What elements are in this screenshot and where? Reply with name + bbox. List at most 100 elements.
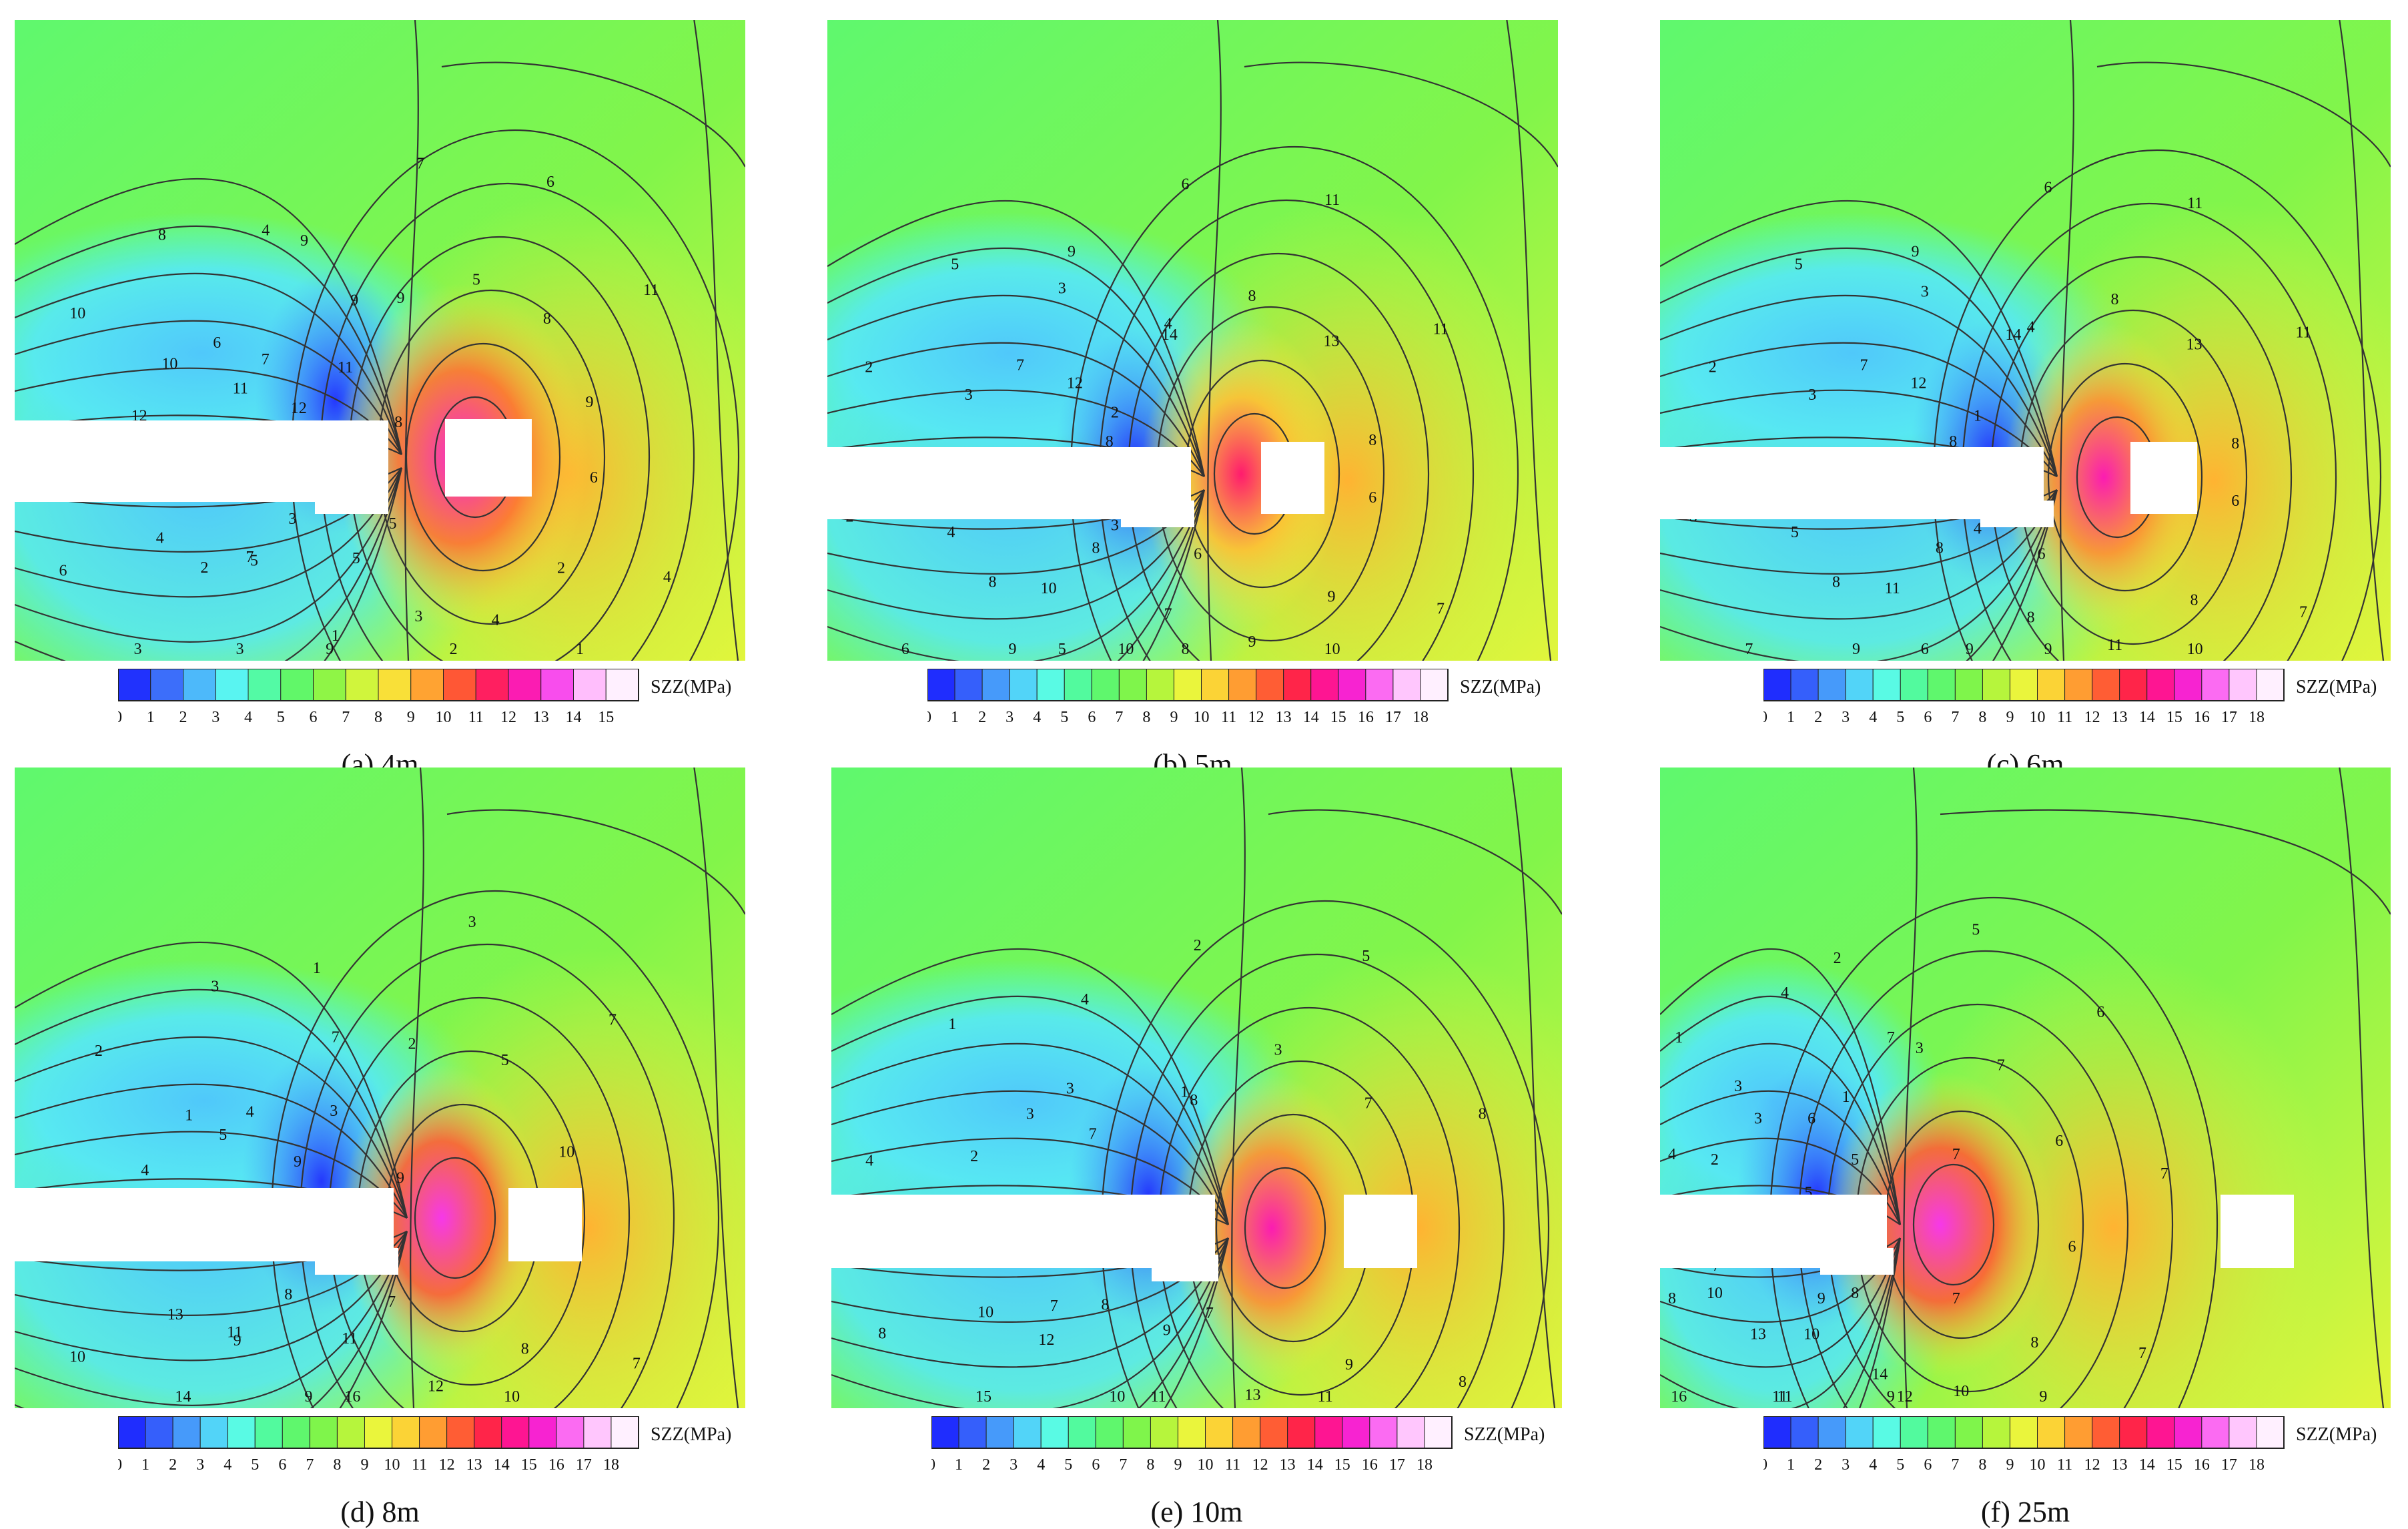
contour-label: 7 (1016, 357, 1024, 374)
colorbar-swatch (2037, 1416, 2066, 1449)
colorbar-tick-label: 7 (1951, 709, 1959, 726)
colorbar-swatch (392, 1416, 420, 1449)
contour-line (1842, 1237, 1902, 1408)
contour-label: 5 (472, 272, 480, 289)
colorbar-tick-label: 1 (1787, 1456, 1795, 1474)
colorbar-tick-label: 0 (927, 709, 931, 726)
colorbar-tick-label: 1 (141, 1456, 149, 1474)
adjacent-opening (1344, 1195, 1417, 1268)
colorbar-swatch (183, 669, 216, 701)
peak-stress-zone (342, 1064, 542, 1371)
contour-label: 10 (977, 1303, 993, 1321)
colorbar-swatch (501, 1416, 530, 1449)
contour-line (15, 320, 402, 455)
colorbar-tick-label: 8 (1978, 1456, 1986, 1474)
colorbar-swatch (1927, 1416, 1956, 1449)
contour-line (1966, 489, 2058, 661)
contour-label: 2 (865, 358, 873, 376)
contour-line (1660, 1090, 1902, 1225)
contour-label: 7 (332, 1028, 340, 1046)
colorbar-swatch (1954, 1416, 1983, 1449)
contour-label: 9 (1887, 1388, 1895, 1406)
colorbar-tick-label: 2 (1814, 709, 1822, 726)
panel-caption: (f) 25m (1980, 1496, 2070, 1528)
peak-stress-zone (1141, 320, 1341, 627)
colorbar-swatch (313, 669, 346, 701)
contour-label: 9 (586, 394, 594, 411)
colorbar-swatch (528, 1416, 557, 1449)
contour-label: 5 (1362, 948, 1370, 965)
contour-label: 4 (246, 1103, 254, 1121)
panel-caption: (d) 8m (340, 1496, 420, 1528)
contour-line (1207, 20, 1222, 661)
contour-line (15, 1231, 408, 1361)
contour-label: 6 (2096, 1004, 2104, 1021)
contour-line (1660, 995, 1902, 1225)
colorbar-tick-label: 2 (978, 709, 986, 726)
colorbar-variable-label: SZZ(MPa) (651, 677, 731, 697)
colorbar-swatch (981, 669, 1010, 701)
colorbar-swatch (1900, 669, 1928, 701)
colorbar-tick-label: 16 (548, 1456, 564, 1474)
contour-label: 3 (468, 914, 476, 931)
colorbar-frame (1763, 1416, 2285, 1449)
colorbar-tick-label: 12 (1252, 1456, 1268, 1474)
contour-label: 3 (211, 978, 219, 995)
contour-label: 11 (1777, 1388, 1792, 1406)
contour-line (1660, 1237, 1902, 1408)
contour-line (827, 294, 1206, 477)
colorbar-tick-label: 15 (2166, 1456, 2182, 1474)
contour-label: 2 (95, 1042, 103, 1060)
contour-line (1231, 768, 1246, 1408)
contour-labels: 6654321154322339456789101112111091098765… (33, 155, 671, 658)
contour-label: 8 (1101, 1296, 1109, 1313)
contour-label: 9 (396, 1170, 404, 1187)
colorbar-swatch (1342, 1416, 1370, 1449)
contour-label: 12 (1038, 1331, 1054, 1349)
colorbar-swatch (1982, 669, 2010, 701)
colorbar-swatch (2146, 1416, 2175, 1449)
panel-c: 6667889101111998876543211233456789111213… (1660, 20, 2391, 781)
colorbar-tick-label: 18 (2249, 1456, 2265, 1474)
contour-label: 5 (951, 256, 959, 273)
colorbar-swatch (2201, 669, 2230, 701)
colorbar-tick-label: 14 (566, 709, 582, 726)
colorbar-swatch (345, 669, 379, 701)
colorbar-swatch (1818, 669, 1846, 701)
contour-label: 7 (1089, 1126, 1097, 1143)
panel-f: 6677889910101112131416111098765432112334… (1660, 768, 2391, 1528)
contour-label: 3 (1808, 386, 1816, 404)
colorbar-tick-label: 7 (342, 709, 350, 726)
colorbar-swatch (1091, 669, 1120, 701)
colorbar-swatch (446, 1416, 475, 1449)
contour-label: 16 (1671, 1388, 1687, 1406)
colorbar-tick-label: 12 (1248, 709, 1264, 726)
peak-stress-zone (1172, 1075, 1372, 1382)
panel-b: 6667891010109988765432112233456789111213… (827, 20, 1558, 781)
colorbar-swatch (1900, 1416, 1928, 1449)
colorbar-swatch (611, 1416, 639, 1449)
contour-label: 8 (1106, 433, 1114, 450)
contour-line (1660, 489, 2058, 620)
colorbar-swatch (605, 669, 639, 701)
contour-line (693, 768, 739, 1408)
colorbar-swatch (1064, 669, 1092, 701)
contour-label: 9 (1008, 641, 1016, 658)
contour-label: 13 (1323, 333, 1339, 350)
contour-line (1117, 489, 1206, 661)
colorbar-tick-label: 13 (2112, 1456, 2128, 1474)
colorbar-swatch (2229, 1416, 2257, 1449)
contour-line (15, 1131, 408, 1219)
contour-label: 10 (1953, 1383, 1969, 1400)
contour-label: 9 (234, 1332, 242, 1349)
colorbar-tick-label: 9 (2006, 1456, 2014, 1474)
colorbar-tick-label: 11 (468, 709, 484, 726)
colorbar-tick-label: 5 (277, 709, 285, 726)
colorbar-variable-label: SZZ(MPa) (651, 1424, 731, 1445)
colorbar-swatch (985, 1416, 1014, 1449)
contour-label: 11 (643, 282, 659, 299)
contour-label: 3 (330, 1103, 338, 1120)
colorbar-swatch (1122, 1416, 1151, 1449)
